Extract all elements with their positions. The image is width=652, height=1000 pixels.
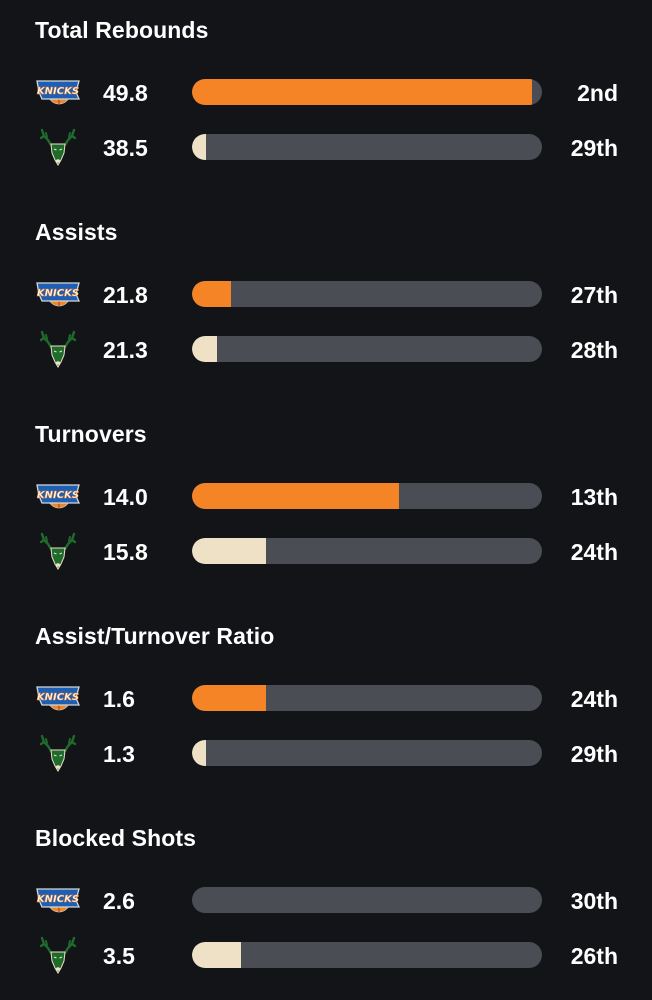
stat-bar-track: [192, 740, 542, 766]
stat-value: 14.0: [103, 484, 148, 510]
stat-section-total-rebounds: Total Rebounds KNICKS 49.8 2nd 38.5 29th: [0, 0, 652, 202]
league-rank: 24th: [570, 539, 618, 565]
stat-section-turnovers: Turnovers KNICKS 14.0 13th 15.8 24th: [0, 404, 652, 606]
bucks-logo-icon: [34, 329, 82, 369]
knicks-logo-icon: KNICKS: [34, 72, 82, 112]
section-title: Blocked Shots: [35, 825, 197, 851]
league-rank: 2nd: [577, 80, 618, 106]
stat-row-bucks: 3.5 26th: [0, 935, 652, 975]
stat-bar-track: [192, 887, 542, 913]
stat-bar-track: [192, 134, 542, 160]
stat-bar-fill: [192, 134, 206, 160]
knicks-logo-icon: KNICKS: [34, 678, 82, 718]
stat-row-knicks: KNICKS 49.8 2nd: [0, 72, 652, 112]
stat-bar-track: [192, 79, 542, 105]
stat-row-bucks: 38.5 29th: [0, 127, 652, 167]
stat-value: 21.8: [103, 282, 148, 308]
stat-value: 1.3: [103, 741, 135, 767]
section-title: Total Rebounds: [35, 17, 209, 43]
bucks-logo-icon: [34, 733, 82, 773]
league-rank: 29th: [570, 741, 618, 767]
league-rank: 13th: [570, 484, 618, 510]
league-rank: 24th: [570, 686, 618, 712]
stat-value: 2.6: [103, 888, 135, 914]
stat-row-bucks: 21.3 28th: [0, 329, 652, 369]
league-rank: 27th: [570, 282, 618, 308]
stat-bar-fill: [192, 538, 266, 564]
stat-value: 49.8: [103, 80, 148, 106]
stat-value: 21.3: [103, 337, 148, 363]
stat-bar-fill: [192, 281, 231, 307]
stat-bar-track: [192, 685, 542, 711]
stat-row-knicks: KNICKS 1.6 24th: [0, 678, 652, 718]
stat-value: 38.5: [103, 135, 148, 161]
svg-text:KNICKS: KNICKS: [37, 288, 79, 299]
league-rank: 28th: [570, 337, 618, 363]
section-title: Assist/Turnover Ratio: [35, 623, 275, 649]
stat-bar-track: [192, 336, 542, 362]
stat-section-assist-turnover-ratio: Assist/Turnover Ratio KNICKS 1.6 24th 1.…: [0, 606, 652, 808]
stat-section-blocked-shots: Blocked Shots KNICKS 2.6 30th 3.5 26th: [0, 808, 652, 1000]
knicks-logo-icon: KNICKS: [34, 274, 82, 314]
stat-bar-track: [192, 281, 542, 307]
league-rank: 26th: [570, 943, 618, 969]
stat-value: 15.8: [103, 539, 148, 565]
section-title: Assists: [35, 219, 118, 245]
svg-text:KNICKS: KNICKS: [37, 490, 79, 501]
stat-bar-track: [192, 538, 542, 564]
knicks-logo-icon: KNICKS: [34, 880, 82, 920]
league-rank: 30th: [570, 888, 618, 914]
stat-value: 3.5: [103, 943, 135, 969]
stat-bar-fill: [192, 685, 266, 711]
stat-row-knicks: KNICKS 14.0 13th: [0, 476, 652, 516]
knicks-logo-icon: KNICKS: [34, 476, 82, 516]
stat-row-knicks: KNICKS 2.6 30th: [0, 880, 652, 920]
stat-bar-fill: [192, 79, 532, 105]
stat-row-knicks: KNICKS 21.8 27th: [0, 274, 652, 314]
bucks-logo-icon: [34, 127, 82, 167]
svg-text:KNICKS: KNICKS: [37, 894, 79, 905]
stat-bar-track: [192, 942, 542, 968]
stat-bar-track: [192, 483, 542, 509]
stat-bar-fill: [192, 740, 206, 766]
svg-text:KNICKS: KNICKS: [37, 86, 79, 97]
bucks-logo-icon: [34, 531, 82, 571]
stat-value: 1.6: [103, 686, 135, 712]
bucks-logo-icon: [34, 935, 82, 975]
stat-bar-fill: [192, 336, 217, 362]
stat-section-assists: Assists KNICKS 21.8 27th 21.3 28th: [0, 202, 652, 404]
stat-row-bucks: 1.3 29th: [0, 733, 652, 773]
stat-bar-fill: [192, 483, 399, 509]
league-rank: 29th: [570, 135, 618, 161]
stat-row-bucks: 15.8 24th: [0, 531, 652, 571]
svg-text:KNICKS: KNICKS: [37, 692, 79, 703]
stat-bar-fill: [192, 942, 241, 968]
section-title: Turnovers: [35, 421, 147, 447]
